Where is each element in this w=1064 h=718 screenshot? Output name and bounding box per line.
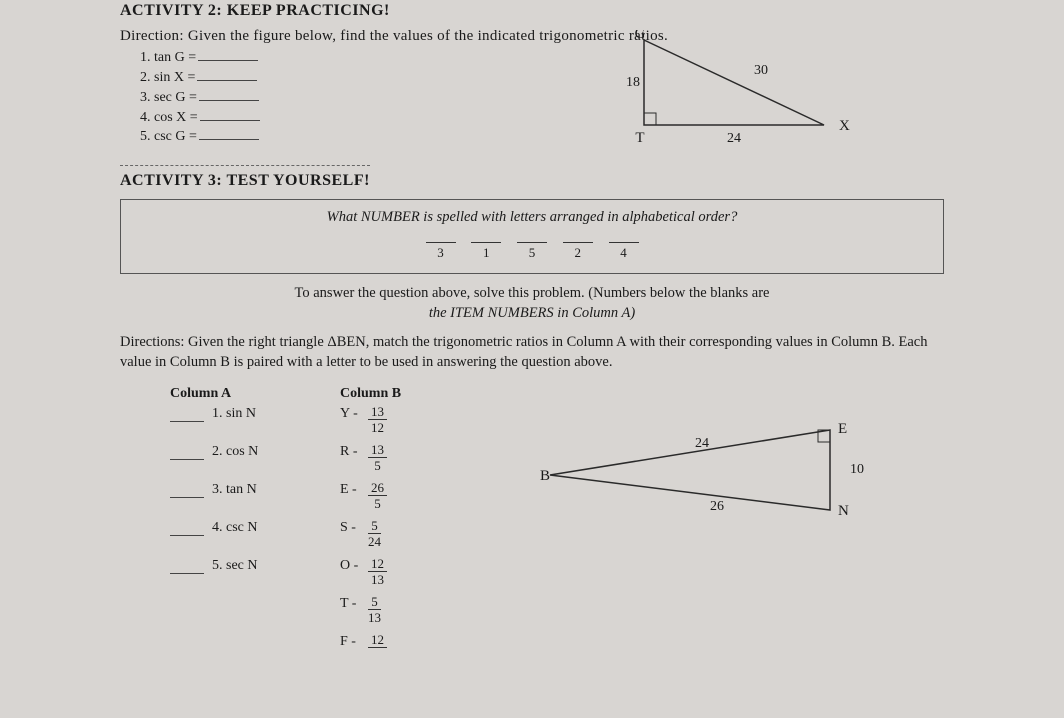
side-gt-label: 18 [626, 75, 640, 90]
riddle-blank[interactable]: 3 [426, 242, 456, 262]
answer-blank[interactable] [199, 88, 259, 101]
side-gx-label: 30 [754, 63, 768, 78]
column-b-row: Y -1312 [340, 405, 401, 443]
column-a-row: 2. cos N [170, 443, 258, 481]
riddle-blank[interactable]: 4 [609, 242, 639, 262]
activity2-body: 1. tan G = 2. sin X = 3. sec G = 4. cos … [120, 48, 944, 163]
riddle-answer-blanks: 3 1 5 2 4 [133, 242, 931, 263]
column-b-row: S -524 [340, 519, 401, 557]
vertex-g-label: G [635, 30, 646, 42]
vertex-n-label: N [838, 503, 849, 519]
riddle-blank[interactable]: 5 [517, 242, 547, 262]
triangle-ben-figure: B E N 24 10 26 [540, 415, 880, 535]
column-a-row: 1. sin N [170, 405, 258, 443]
side-bn-label: 26 [710, 499, 724, 514]
match-blank[interactable] [170, 409, 204, 422]
answer-blank[interactable] [198, 48, 258, 61]
vertex-e-label: E [838, 421, 847, 437]
column-a-header: Column A [170, 385, 258, 404]
answer-blank[interactable] [197, 68, 257, 81]
ratio-item: 5. csc G = [140, 127, 260, 147]
activity2-title: ACTIVITY 2: KEEP PRACTICING! [120, 0, 944, 22]
riddle-question: What NUMBER is spelled with letters arra… [133, 208, 931, 228]
fraction: 135 [368, 443, 387, 472]
ratio-item: 2. sin X = [140, 68, 260, 88]
triangle-shape [550, 430, 830, 510]
side-tx-label: 24 [727, 131, 741, 146]
answer-blank[interactable] [200, 108, 260, 121]
ratio-item: 3. sec G = [140, 88, 260, 108]
match-blank[interactable] [170, 523, 204, 536]
vertex-t-label: T [635, 130, 644, 146]
vertex-x-label: X [839, 118, 850, 134]
column-a-row: 4. csc N [170, 519, 258, 557]
fraction: 265 [368, 481, 387, 510]
match-blank[interactable] [170, 447, 204, 460]
column-a: Column A 1. sin N 2. cos N 3. tan N 4. c… [170, 385, 258, 596]
column-b-row: O -1213 [340, 557, 401, 595]
match-blank[interactable] [170, 485, 204, 498]
vertex-b-label: B [540, 468, 550, 484]
activity2-ratio-list: 1. tan G = 2. sin X = 3. sec G = 4. cos … [140, 48, 260, 147]
fraction: 524 [368, 519, 381, 548]
column-b-header: Column B [340, 385, 401, 404]
side-be-label: 24 [695, 436, 709, 451]
fraction: 1312 [368, 405, 387, 434]
ratio-item: 1. tan G = [140, 48, 260, 68]
answer-blank[interactable] [199, 127, 259, 140]
right-angle-icon [644, 113, 656, 125]
riddle-box: What NUMBER is spelled with letters arra… [120, 199, 944, 274]
side-en-label: 10 [850, 462, 864, 477]
ratio-item: 4. cos X = [140, 108, 260, 128]
column-b-row: T -513 [340, 595, 401, 633]
fraction: 12 [368, 633, 387, 649]
column-a-row: 5. sec N [170, 557, 258, 595]
riddle-blank[interactable]: 1 [471, 242, 501, 262]
column-b-row: F -12 [340, 633, 401, 653]
activity3-directions: Directions: Given the right triangle ΔBE… [120, 333, 944, 372]
match-blank[interactable] [170, 561, 204, 574]
column-b: Column B Y -1312 R -135 E -265 S -524 O … [340, 385, 401, 654]
column-a-row: 3. tan N [170, 481, 258, 519]
column-b-row: E -265 [340, 481, 401, 519]
riddle-explain: To answer the question above, solve this… [120, 284, 944, 323]
fraction: 1213 [368, 557, 387, 586]
matching-columns: Column A 1. sin N 2. cos N 3. tan N 4. c… [120, 385, 944, 645]
activity3-title: ACTIVITY 3: TEST YOURSELF! [120, 165, 370, 192]
triangle-gtx-figure: G T X 18 24 30 [604, 30, 864, 150]
column-b-row: R -135 [340, 443, 401, 481]
riddle-blank[interactable]: 2 [563, 242, 593, 262]
triangle-shape [644, 40, 824, 125]
fraction: 513 [368, 595, 381, 624]
worksheet-page: ACTIVITY 2: KEEP PRACTICING! Direction: … [0, 0, 1064, 645]
